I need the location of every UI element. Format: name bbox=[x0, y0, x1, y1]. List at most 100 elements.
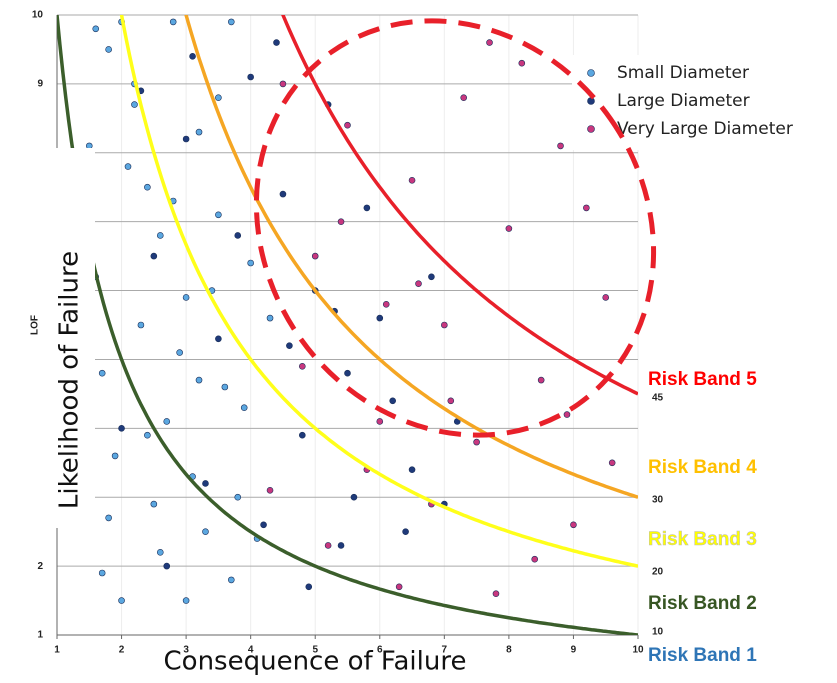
point bbox=[163, 418, 171, 425]
point bbox=[118, 425, 125, 432]
plot-area: 1234567891012345678910 bbox=[32, 10, 644, 656]
point bbox=[324, 542, 332, 549]
band-value: 30 bbox=[652, 495, 664, 506]
point bbox=[570, 521, 577, 529]
band-label: Risk Band 5 bbox=[648, 369, 757, 390]
risk-curve bbox=[184, 15, 638, 499]
point bbox=[363, 204, 371, 212]
point bbox=[311, 252, 319, 260]
point bbox=[415, 280, 422, 287]
point bbox=[228, 18, 235, 26]
risk-curve bbox=[119, 15, 638, 568]
point bbox=[299, 431, 306, 439]
point bbox=[305, 583, 313, 591]
point bbox=[156, 232, 164, 239]
point bbox=[350, 493, 358, 501]
point bbox=[215, 211, 222, 219]
point bbox=[98, 369, 106, 377]
point bbox=[266, 487, 274, 494]
point bbox=[395, 583, 403, 591]
band-labels: Risk Band 1 10 Risk Band 2 20 Risk Band 3 30 R… bbox=[648, 369, 757, 666]
point bbox=[124, 163, 132, 170]
x-tick-label: 6 bbox=[377, 645, 383, 656]
point bbox=[118, 597, 125, 604]
point bbox=[98, 569, 106, 577]
band-value: 20 bbox=[652, 567, 664, 578]
point bbox=[247, 73, 254, 81]
risk-curve bbox=[281, 15, 638, 396]
band-value: 45 bbox=[652, 393, 664, 404]
point bbox=[389, 397, 396, 405]
point bbox=[150, 500, 158, 508]
x-tick-label: 9 bbox=[571, 645, 577, 656]
point bbox=[131, 101, 138, 108]
point bbox=[460, 94, 468, 101]
band-value: 10 bbox=[652, 627, 664, 638]
legend-marker bbox=[587, 125, 595, 133]
legend-box bbox=[572, 55, 837, 150]
point bbox=[169, 18, 177, 26]
point bbox=[215, 335, 222, 343]
point bbox=[202, 528, 209, 535]
y-tick-label: 10 bbox=[32, 10, 44, 21]
point bbox=[376, 418, 384, 425]
legend-marker bbox=[587, 69, 595, 77]
band-label: Risk Band 2 bbox=[648, 593, 757, 614]
point bbox=[382, 301, 390, 308]
point bbox=[344, 121, 351, 129]
point bbox=[144, 431, 151, 439]
x-tick-label: 2 bbox=[119, 645, 125, 656]
y-label: Likelihood of Failure bbox=[55, 251, 85, 509]
point bbox=[182, 294, 190, 301]
point bbox=[195, 376, 203, 384]
x-tick-label: 1 bbox=[54, 645, 60, 656]
point bbox=[279, 80, 287, 88]
y-tick-label: 1 bbox=[37, 630, 43, 641]
risk-curve bbox=[57, 15, 638, 635]
point bbox=[266, 314, 274, 322]
point bbox=[247, 259, 254, 267]
point bbox=[518, 59, 526, 67]
point bbox=[337, 218, 345, 225]
point bbox=[260, 521, 267, 529]
point bbox=[111, 452, 119, 460]
point bbox=[557, 142, 564, 150]
point bbox=[583, 204, 590, 212]
point bbox=[279, 190, 287, 198]
point bbox=[150, 252, 158, 260]
point bbox=[531, 555, 539, 563]
point bbox=[402, 528, 409, 535]
point bbox=[441, 321, 448, 329]
point bbox=[234, 232, 242, 239]
point bbox=[602, 294, 610, 301]
point bbox=[447, 397, 455, 405]
x-tick-label: 5 bbox=[312, 645, 318, 656]
plot-background bbox=[57, 15, 638, 635]
point bbox=[299, 363, 306, 370]
x-tick-label: 7 bbox=[442, 645, 448, 656]
point bbox=[286, 342, 293, 349]
point bbox=[195, 128, 203, 136]
x-tick-label: 4 bbox=[248, 645, 254, 656]
point bbox=[428, 273, 435, 281]
band-label: Risk Band 4 bbox=[648, 457, 757, 478]
point bbox=[202, 480, 209, 487]
point bbox=[492, 590, 500, 597]
point bbox=[144, 183, 151, 191]
point bbox=[563, 411, 571, 418]
point bbox=[486, 39, 493, 46]
point bbox=[137, 321, 145, 329]
y-axis-title: LOF bbox=[30, 315, 41, 335]
band-label: Risk Band 1 bbox=[648, 645, 757, 666]
x-tick-label: 8 bbox=[506, 645, 512, 656]
point bbox=[408, 466, 416, 473]
x-label: Consequence of Failure bbox=[164, 647, 467, 677]
point bbox=[182, 597, 190, 604]
point bbox=[408, 177, 416, 184]
point bbox=[473, 438, 480, 446]
point bbox=[221, 383, 229, 391]
point bbox=[163, 562, 171, 570]
point bbox=[176, 349, 183, 356]
highlight-ellipse bbox=[253, 18, 657, 438]
